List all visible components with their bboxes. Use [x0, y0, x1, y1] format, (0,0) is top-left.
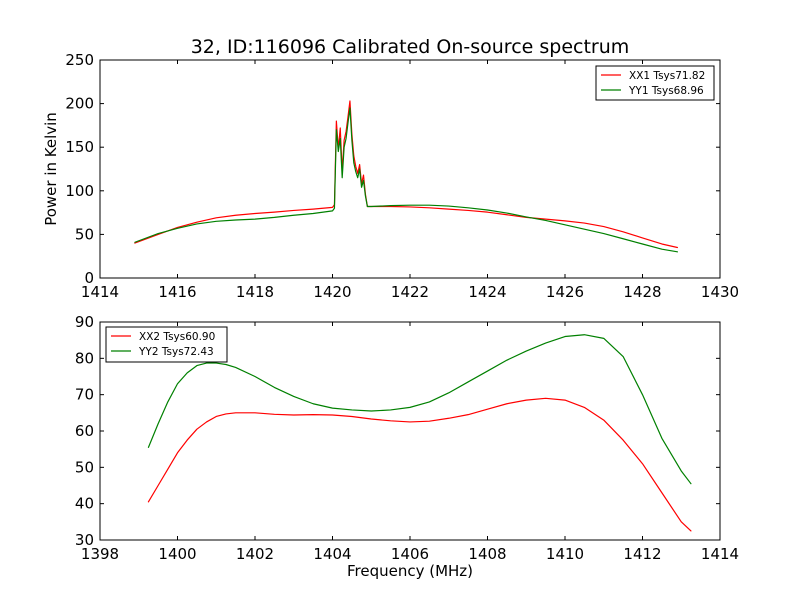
bottom-y-tick-label: 30 — [75, 531, 94, 549]
top-legend-box — [595, 65, 715, 101]
top-x-tick-label: 1416 — [158, 283, 196, 301]
top-x-tick-label: 1430 — [701, 283, 739, 301]
bottom-series — [147, 334, 692, 532]
bottom-x-tick-label: 1410 — [546, 545, 584, 563]
top-legend: XX1 Tsys71.82 YY1 Tsys68.96 — [595, 65, 715, 101]
top-y-tick-label: 50 — [75, 225, 94, 243]
top-y-tick-label: 150 — [65, 138, 94, 156]
top-x-tick-label: 1426 — [546, 283, 584, 301]
top-ticks: 1414 1416 1418 1420 1422 1424 1426 1428 1430 0 50 1… — [65, 51, 739, 301]
top-series-line-2 — [134, 107, 678, 253]
bottom-x-tick-label: 1402 — [236, 545, 274, 563]
bottom-y-tick-label: 80 — [75, 349, 94, 367]
top-x-tick-label: 1428 — [623, 283, 661, 301]
bottom-x-tick-label: 1404 — [313, 545, 351, 563]
top-legend-label-xx1: XX1 Tsys71.82 — [629, 70, 705, 82]
bottom-legend-label-xx2: XX2 Tsys60.90 — [139, 331, 215, 343]
bottom-y-tick-label: 90 — [75, 313, 94, 331]
top-x-tick-label: 1418 — [236, 283, 274, 301]
bottom-legend: XX2 Tsys60.90 YY2 Tsys72.43 — [105, 326, 228, 363]
top-x-tick-label: 1422 — [391, 283, 429, 301]
bottom-series-line-1 — [147, 397, 692, 532]
top-y-tick-label: 200 — [65, 95, 94, 113]
bottom-x-tick-label: 1406 — [391, 545, 429, 563]
bottom-y-tick-label: 40 — [75, 495, 94, 513]
top-plot-frame — [99, 59, 721, 279]
top-chart: 32, ID:116096 Calibrated On-source spect… — [42, 36, 739, 301]
chart-title: 32, ID:116096 Calibrated On-source spect… — [191, 36, 630, 58]
bottom-y-tick-label: 70 — [75, 386, 94, 404]
bottom-y-tick-label: 50 — [75, 458, 94, 476]
top-x-tick-label: 1420 — [313, 283, 351, 301]
bottom-x-tick-label: 1398 — [81, 545, 119, 563]
bottom-chart: Frequency (MHz) 1398 1400 1402 1404 1406 1408… — [75, 313, 739, 580]
bottom-x-tick-label: 1408 — [468, 545, 506, 563]
top-y-axis-label: Power in Kelvin — [42, 112, 60, 226]
bottom-x-tick-label: 1412 — [623, 545, 661, 563]
top-x-tick-label: 1414 — [81, 283, 119, 301]
top-x-tick-label: 1424 — [468, 283, 506, 301]
bottom-ticks: 1398 1400 1402 1404 1406 1408 1410 1412 1414 30 40… — [75, 313, 739, 563]
bottom-legend-box — [105, 326, 228, 363]
bottom-series-line-2 — [147, 334, 692, 485]
bottom-x-axis-label: Frequency (MHz) — [347, 562, 473, 580]
bottom-x-tick-label: 1400 — [158, 545, 196, 563]
bottom-plot-frame — [99, 321, 721, 541]
top-series — [134, 100, 678, 253]
top-legend-label-yy1: YY1 Tsys68.96 — [628, 85, 704, 97]
bottom-y-tick-label: 60 — [75, 422, 94, 440]
top-y-tick-label: 250 — [65, 51, 94, 69]
bottom-legend-label-yy2: YY2 Tsys72.43 — [138, 346, 214, 358]
top-y-tick-label: 100 — [65, 182, 94, 200]
top-y-tick-label: 0 — [84, 269, 94, 287]
bottom-x-tick-label: 1414 — [701, 545, 739, 563]
